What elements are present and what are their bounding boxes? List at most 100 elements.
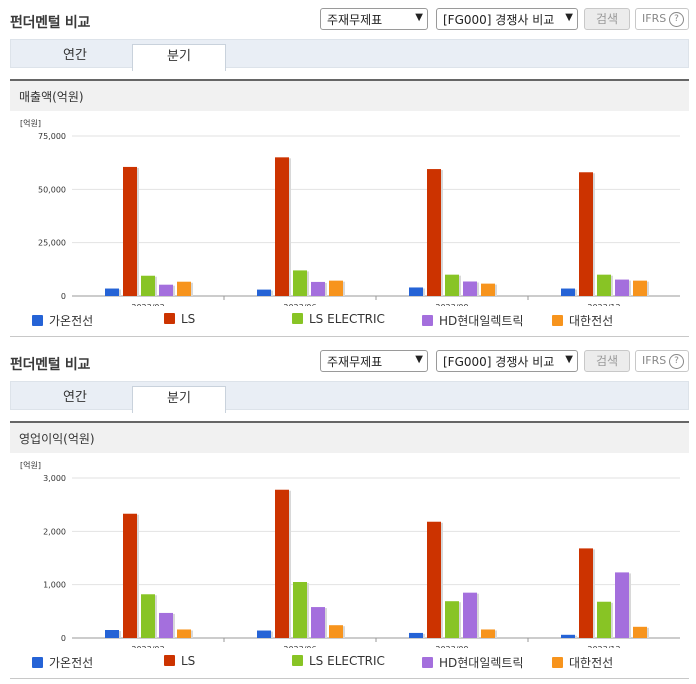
bar	[177, 629, 191, 638]
legend-item[interactable]: 대한전선	[552, 654, 613, 671]
bar	[123, 513, 137, 638]
bar	[159, 284, 173, 296]
compare-group-value: [FG000] 경쟁사 비교	[443, 13, 555, 27]
legend-item[interactable]: LS ELECTRIC	[292, 312, 385, 326]
y-tick-label: 50,000	[38, 185, 66, 194]
panel-header: 펀더멘털 비교 주재무제표 ▼ [FG000] 경쟁사 비교 ▼ 검색 IFRS…	[0, 342, 696, 380]
bar	[445, 274, 459, 296]
legend-swatch	[164, 313, 175, 324]
bar	[311, 281, 325, 296]
bar	[409, 632, 423, 638]
bar	[481, 629, 495, 638]
legend-swatch	[422, 657, 433, 668]
bar	[141, 275, 155, 296]
divider	[10, 336, 689, 337]
tab-quarterly[interactable]: 분기	[132, 44, 226, 71]
legend-label: LS	[181, 312, 196, 326]
bar	[257, 289, 271, 296]
report-type-select[interactable]: 주재무제표 ▼	[320, 8, 428, 30]
report-type-value: 주재무제표	[327, 13, 383, 27]
search-button[interactable]: 검색	[584, 350, 630, 372]
bar	[463, 281, 477, 296]
chevron-down-icon: ▼	[415, 12, 423, 23]
ifrs-label: IFRS	[642, 12, 667, 25]
y-tick-label: 1,000	[43, 581, 66, 590]
bar	[463, 592, 477, 638]
legend-item[interactable]: LS	[164, 312, 195, 326]
legend-item[interactable]: HD현대일렉트릭	[422, 312, 524, 329]
legend-label: 가온전선	[49, 314, 94, 328]
tab-annual[interactable]: 연간	[63, 390, 87, 405]
ifrs-label: IFRS	[642, 354, 667, 367]
bar	[633, 626, 647, 638]
legend-label: 가온전선	[49, 656, 94, 670]
bar	[159, 612, 173, 638]
legend-item[interactable]: LS	[164, 654, 195, 668]
chevron-down-icon: ▼	[565, 354, 573, 365]
operating-profit-bar-chart: [억원] 0 1,000 2,000 3,000 2023/03 2023/06 2023/0…	[20, 460, 680, 648]
bar	[615, 279, 629, 296]
y-tick-label: 75,000	[38, 132, 66, 141]
legend-item[interactable]: 가온전선	[32, 312, 93, 329]
unit-label: [억원]	[20, 118, 41, 128]
panel-title: 펀더멘털 비교	[10, 357, 91, 373]
legend-item[interactable]: 가온전선	[32, 654, 93, 671]
bar	[311, 607, 325, 638]
revenue-bar-chart: [억원] 0 25,000 50,000 75,000 2023/03 2023/06 202…	[20, 118, 680, 306]
report-type-value: 주재무제표	[327, 355, 383, 369]
compare-group-value: [FG000] 경쟁사 비교	[443, 355, 555, 369]
ifrs-button[interactable]: IFRS ?	[635, 350, 689, 372]
report-type-select[interactable]: 주재무제표 ▼	[320, 350, 428, 372]
legend-item[interactable]: LS ELECTRIC	[292, 654, 385, 668]
bar	[257, 630, 271, 638]
period-tabs: 연간 분기	[10, 39, 689, 71]
bar	[275, 489, 289, 638]
search-button[interactable]: 검색	[584, 8, 630, 30]
metric-title: 영업이익(억원)	[19, 432, 95, 446]
legend-swatch	[32, 315, 43, 326]
x-tick-label: 2023/12	[587, 303, 620, 306]
compare-group-select[interactable]: [FG000] 경쟁사 비교 ▼	[436, 8, 578, 30]
x-tick-label: 2023/09	[435, 645, 468, 648]
x-tick-label: 2023/06	[283, 645, 316, 648]
chevron-down-icon: ▼	[565, 12, 573, 23]
legend-item[interactable]: 대한전선	[552, 312, 613, 329]
legend-swatch	[292, 313, 303, 324]
y-tick-label: 0	[61, 292, 66, 301]
compare-group-select[interactable]: [FG000] 경쟁사 비교 ▼	[436, 350, 578, 372]
legend-swatch	[164, 655, 175, 666]
fundamental-panel-revenue: 펀더멘털 비교 주재무제표 ▼ [FG000] 경쟁사 비교 ▼ 검색 IFRS…	[10, 8, 689, 337]
panel-title: 펀더멘털 비교	[10, 15, 91, 31]
bar	[293, 582, 307, 638]
bar	[105, 630, 119, 638]
bar	[275, 157, 289, 296]
legend-item[interactable]: HD현대일렉트릭	[422, 654, 524, 671]
tab-annual[interactable]: 연간	[63, 48, 87, 63]
x-tick-label: 2023/06	[283, 303, 316, 306]
bar	[561, 288, 575, 296]
x-tick-label: 2023/09	[435, 303, 468, 306]
bar	[329, 625, 343, 638]
legend-label: LS ELECTRIC	[309, 312, 385, 326]
divider	[10, 678, 689, 679]
legend-label: 대한전선	[569, 656, 614, 670]
bar	[105, 288, 119, 296]
legend-label: HD현대일렉트릭	[439, 314, 524, 328]
chart-legend: 가온전선 LS LS ELECTRIC HD현대일렉트릭 대한전선	[0, 654, 696, 672]
bar	[561, 634, 575, 638]
legend-swatch	[552, 315, 563, 326]
y-tick-label: 0	[61, 634, 66, 643]
fundamental-panel-operating-profit: 펀더멘털 비교 주재무제표 ▼ [FG000] 경쟁사 비교 ▼ 검색 IFRS…	[0, 342, 696, 684]
bar	[293, 270, 307, 296]
legend-label: LS ELECTRIC	[309, 654, 385, 668]
legend-swatch	[552, 657, 563, 668]
legend-label: LS	[181, 654, 196, 668]
bar	[409, 287, 423, 296]
metric-title: 매출액(억원)	[19, 90, 84, 104]
metric-bar: 영업이익(억원)	[10, 421, 689, 453]
x-tick-label: 2023/03	[131, 303, 164, 306]
ifrs-button[interactable]: IFRS ?	[635, 8, 689, 30]
legend-swatch	[292, 655, 303, 666]
bar	[329, 280, 343, 296]
tab-quarterly[interactable]: 분기	[132, 386, 226, 413]
